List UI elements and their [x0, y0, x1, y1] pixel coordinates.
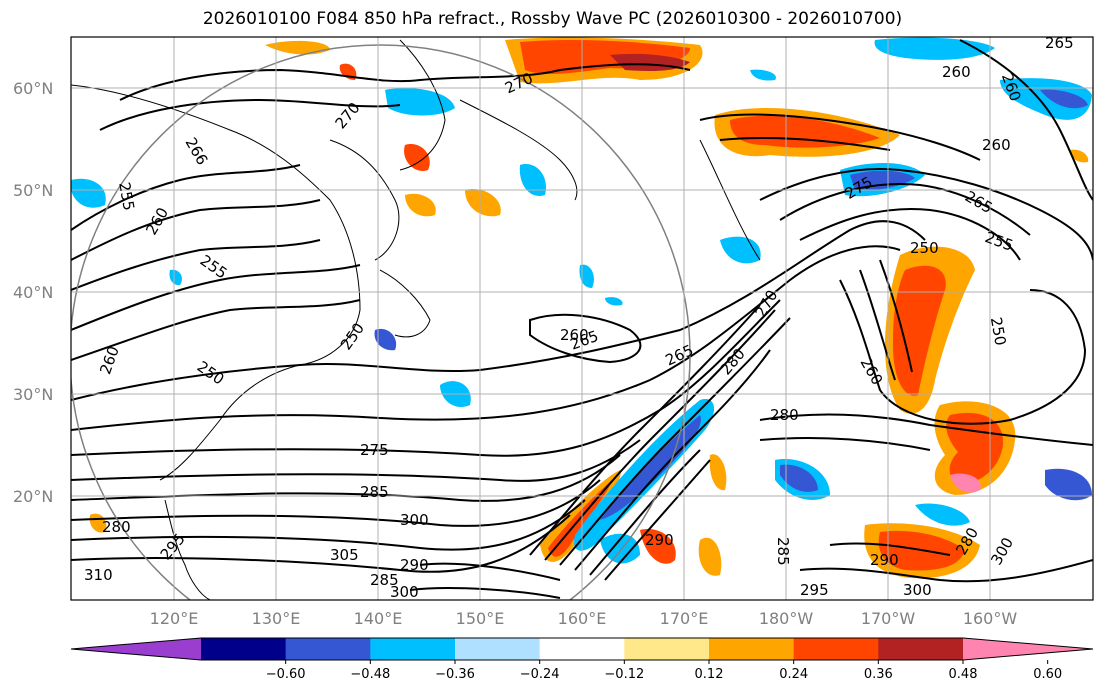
contour-label: 280 [770, 406, 799, 424]
colorbar-segment [793, 638, 879, 660]
colorbar-extend-low [71, 638, 201, 660]
lon-label-140e: 140°E [354, 609, 403, 628]
contour-label: 290 [645, 531, 674, 549]
colorbar-tick-label: 0.24 [779, 667, 808, 682]
colorbar-tick-label: 0.60 [1033, 667, 1062, 682]
lon-label-150e: 150°E [456, 609, 505, 628]
contour-label: 295 [800, 581, 829, 599]
contour-label: 290 [400, 556, 429, 574]
colorbar-segment [285, 638, 371, 660]
colorbar-outline [70, 637, 1094, 661]
contour-label: 265 [1045, 34, 1074, 52]
contour-label: 285 [370, 571, 399, 589]
longitude-labels: 120°E 130°E 140°E 150°E 160°E 170°E 180°… [150, 609, 1018, 628]
colorbar-tick-label: −0.36 [435, 667, 475, 682]
colorbar: −0.60 −0.48 −0.36 −0.24 −0.12 0.12 0.24 0.36 0.4… [70, 637, 1094, 682]
gridlines [71, 37, 1093, 600]
lat-label-50n: 50°N [13, 181, 53, 200]
contour-label: 250 [910, 239, 939, 257]
colorbar-tick-label: −0.60 [266, 667, 306, 682]
contour-label: 285 [360, 483, 389, 501]
contour-lines [71, 39, 1093, 599]
contour-label: 250 [987, 316, 1010, 347]
colorbar-tick-label: 0.36 [864, 667, 893, 682]
lon-label-160w: 160°W [963, 609, 1018, 628]
plot-frame [70, 36, 1094, 601]
lon-label-170w: 170°W [861, 609, 916, 628]
colorbar-tick-label: 0.12 [695, 667, 724, 682]
lat-label-60n: 60°N [13, 79, 53, 98]
colorbar-segment [709, 638, 795, 660]
colorbar-tick-label: −0.12 [604, 667, 644, 682]
contour-label: 305 [330, 546, 359, 564]
lon-label-120e: 120°E [150, 609, 199, 628]
contour-label: 300 [903, 581, 932, 599]
lon-label-130e: 130°E [252, 609, 301, 628]
contour-label: 255 [115, 181, 138, 212]
contour-label: 280 [102, 518, 131, 536]
colorbar-segment [539, 638, 625, 660]
map-title: 2026010100 F084 850 hPa refract., Rossby… [202, 9, 903, 29]
latitude-labels: 60°N 50°N 40°N 30°N 20°N [13, 79, 53, 506]
colorbar-tick-label: 0.48 [949, 667, 978, 682]
contour-label: 300 [390, 583, 419, 601]
colorbar-segment [455, 638, 541, 660]
coastlines [71, 39, 761, 600]
lat-label-40n: 40°N [13, 283, 53, 302]
lat-label-30n: 30°N [13, 385, 53, 404]
contour-label: 260 [942, 63, 971, 81]
colorbar-tick-label: −0.48 [350, 667, 390, 682]
contour-label: 310 [84, 566, 113, 584]
lon-label-180w: 180°W [759, 609, 814, 628]
contour-label: 290 [870, 551, 899, 569]
contour-label: 260 [560, 326, 589, 344]
colorbar-extend-high [963, 638, 1093, 660]
colorbar-segment [370, 638, 456, 660]
contour-label: 285 [774, 537, 792, 566]
lon-label-170e: 170°E [660, 609, 709, 628]
reference-circle [71, 44, 691, 600]
colorbar-segment [624, 638, 710, 660]
lat-label-20n: 20°N [13, 487, 53, 506]
colorbar-segment [201, 638, 287, 660]
lon-label-160e: 160°E [558, 609, 607, 628]
colorbar-tick-label: −0.24 [520, 667, 560, 682]
contour-label: 300 [400, 511, 429, 529]
contour-label: 260 [982, 136, 1011, 154]
contour-label: 275 [360, 441, 389, 459]
colorbar-segment [878, 638, 964, 660]
